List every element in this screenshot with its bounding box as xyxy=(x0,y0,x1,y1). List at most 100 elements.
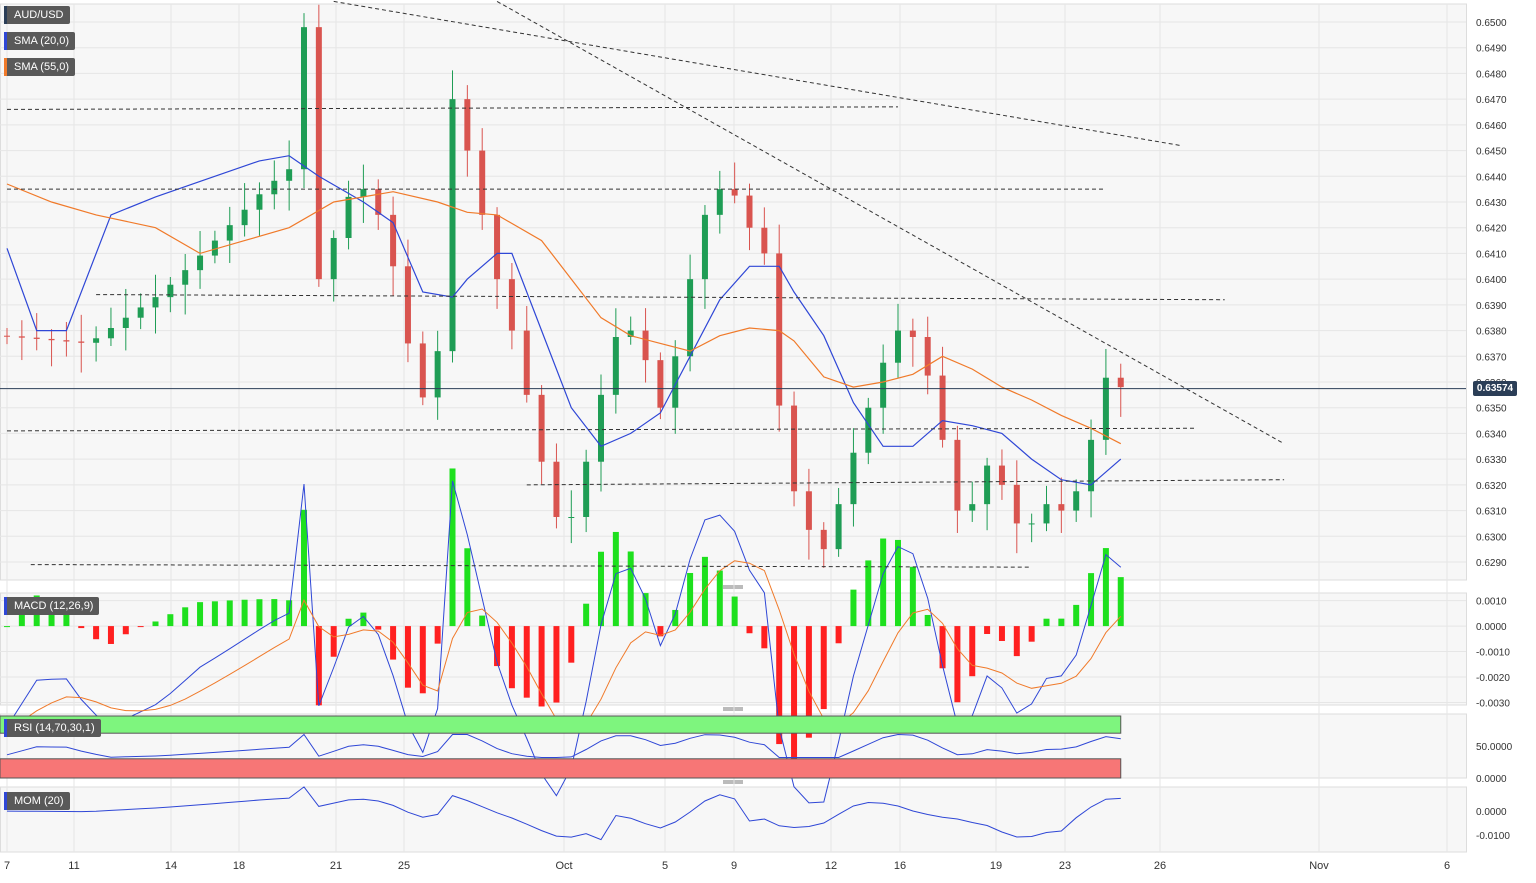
macd-histogram-bar xyxy=(419,626,426,694)
x-tick-label: 5 xyxy=(662,860,668,872)
macd-histogram-bar xyxy=(746,626,753,634)
candle-body xyxy=(568,517,575,518)
macd-histogram-bar xyxy=(880,538,887,627)
mom-line xyxy=(6,786,1121,841)
macd-tick-label: -0.0010 xyxy=(1476,648,1510,659)
candle-body xyxy=(4,335,10,337)
candle-body xyxy=(182,270,189,285)
candle-body xyxy=(78,341,85,343)
macd-histogram-bar xyxy=(464,548,471,627)
mom-swatch xyxy=(4,792,7,810)
macd-histogram-bar xyxy=(969,626,976,677)
candle-body xyxy=(598,394,604,462)
macd-histogram-bar xyxy=(954,626,961,703)
x-tick-label: 14 xyxy=(165,860,177,872)
macd-label: MACD (12,26,9) xyxy=(4,597,100,615)
x-tick-label: 12 xyxy=(825,860,837,872)
panel-resize-handle xyxy=(723,585,743,589)
x-tick-label: 11 xyxy=(68,860,79,872)
macd-histogram-bar xyxy=(211,601,218,627)
macd-histogram-bar xyxy=(553,626,560,703)
candle-body xyxy=(375,189,382,215)
candle-body xyxy=(211,240,218,256)
macd-histogram-bar xyxy=(642,593,649,627)
y-tick-label: 0.6460 xyxy=(1476,121,1507,132)
candle-body xyxy=(835,504,842,550)
candle-body xyxy=(954,439,961,511)
macd-histogram-bar xyxy=(1013,626,1020,657)
macd-histogram-bar xyxy=(197,602,204,627)
y-tick-label: 0.6330 xyxy=(1476,455,1507,466)
x-tick-label: 9 xyxy=(731,860,737,872)
trend-line xyxy=(526,479,1285,486)
candle-body xyxy=(939,375,946,440)
candle-body xyxy=(1073,491,1080,511)
macd-histogram-bar xyxy=(716,570,723,627)
macd-histogram-bar xyxy=(360,612,367,627)
rsi-line xyxy=(6,733,1121,758)
candle-body xyxy=(226,225,233,241)
candle-body xyxy=(33,337,40,339)
macd-tick-label: 0.0000 xyxy=(1476,622,1507,633)
candle-body xyxy=(612,337,619,395)
x-tick-label: 23 xyxy=(1059,860,1071,872)
macd-histogram-bar xyxy=(1028,626,1035,642)
y-tick-label: 0.6500 xyxy=(1476,18,1507,29)
candle-body xyxy=(1028,523,1035,525)
candle-body xyxy=(746,195,753,228)
macd-histogram-bar xyxy=(226,600,233,627)
last-price-badge: 0.63574 xyxy=(1473,381,1517,396)
candle-body xyxy=(865,407,872,453)
candle-body xyxy=(18,336,25,338)
rsi-swatch xyxy=(4,719,7,737)
macd-histogram-bar xyxy=(687,572,694,627)
macd-swatch xyxy=(4,597,7,615)
y-tick-label: 0.6470 xyxy=(1476,95,1507,106)
macd-histogram-bar xyxy=(850,589,857,627)
macd-histogram-bar xyxy=(345,618,352,627)
candle-body xyxy=(553,461,560,517)
candle-body xyxy=(627,330,634,337)
y-tick-label: 0.6480 xyxy=(1476,69,1507,80)
macd-tick-label: -0.0020 xyxy=(1476,673,1510,684)
x-tick-label: Oct xyxy=(555,860,572,872)
trend-line xyxy=(333,0,1181,146)
macd-histogram-bar xyxy=(167,614,174,627)
macd-histogram-bar xyxy=(449,468,456,627)
macd-histogram-bar xyxy=(924,614,931,627)
y-tick-label: 0.6410 xyxy=(1476,249,1507,260)
candle-body xyxy=(345,196,352,238)
macd-histogram-bar xyxy=(701,556,708,627)
macd-histogram-bar xyxy=(998,626,1005,641)
trend-line xyxy=(30,564,1032,568)
candle-body xyxy=(137,307,144,318)
macd-histogram-bar xyxy=(612,531,619,627)
candle-body xyxy=(152,297,159,308)
macd-histogram-bar xyxy=(93,626,100,640)
macd-histogram-bar xyxy=(761,626,768,649)
candle-body xyxy=(434,351,441,398)
mom-tick-label: 0.0000 xyxy=(1476,807,1507,818)
candle-body xyxy=(419,343,426,398)
candle-body xyxy=(241,209,248,226)
macd-histogram-bar xyxy=(1043,618,1050,627)
macd-tick-label: -0.0030 xyxy=(1476,698,1510,709)
y-tick-label: 0.6300 xyxy=(1476,532,1507,543)
symbol-swatch xyxy=(4,6,7,24)
trend-line xyxy=(6,427,1196,432)
x-tick-label: 18 xyxy=(233,860,245,872)
candle-body xyxy=(1043,504,1050,524)
sma20-line xyxy=(6,155,1122,486)
candle-body xyxy=(998,465,1005,485)
x-tick-label: 19 xyxy=(990,860,1002,872)
x-tick-label: 6 xyxy=(1444,860,1450,872)
candle-body xyxy=(880,362,887,408)
candle-body xyxy=(1117,377,1124,388)
y-tick-label: 0.6380 xyxy=(1476,327,1507,338)
candle-body xyxy=(360,189,367,197)
sma20-swatch xyxy=(4,32,7,50)
macd-histogram-bar xyxy=(375,626,382,630)
y-tick-label: 0.6390 xyxy=(1476,301,1507,312)
x-tick-label: 7 xyxy=(4,860,10,872)
